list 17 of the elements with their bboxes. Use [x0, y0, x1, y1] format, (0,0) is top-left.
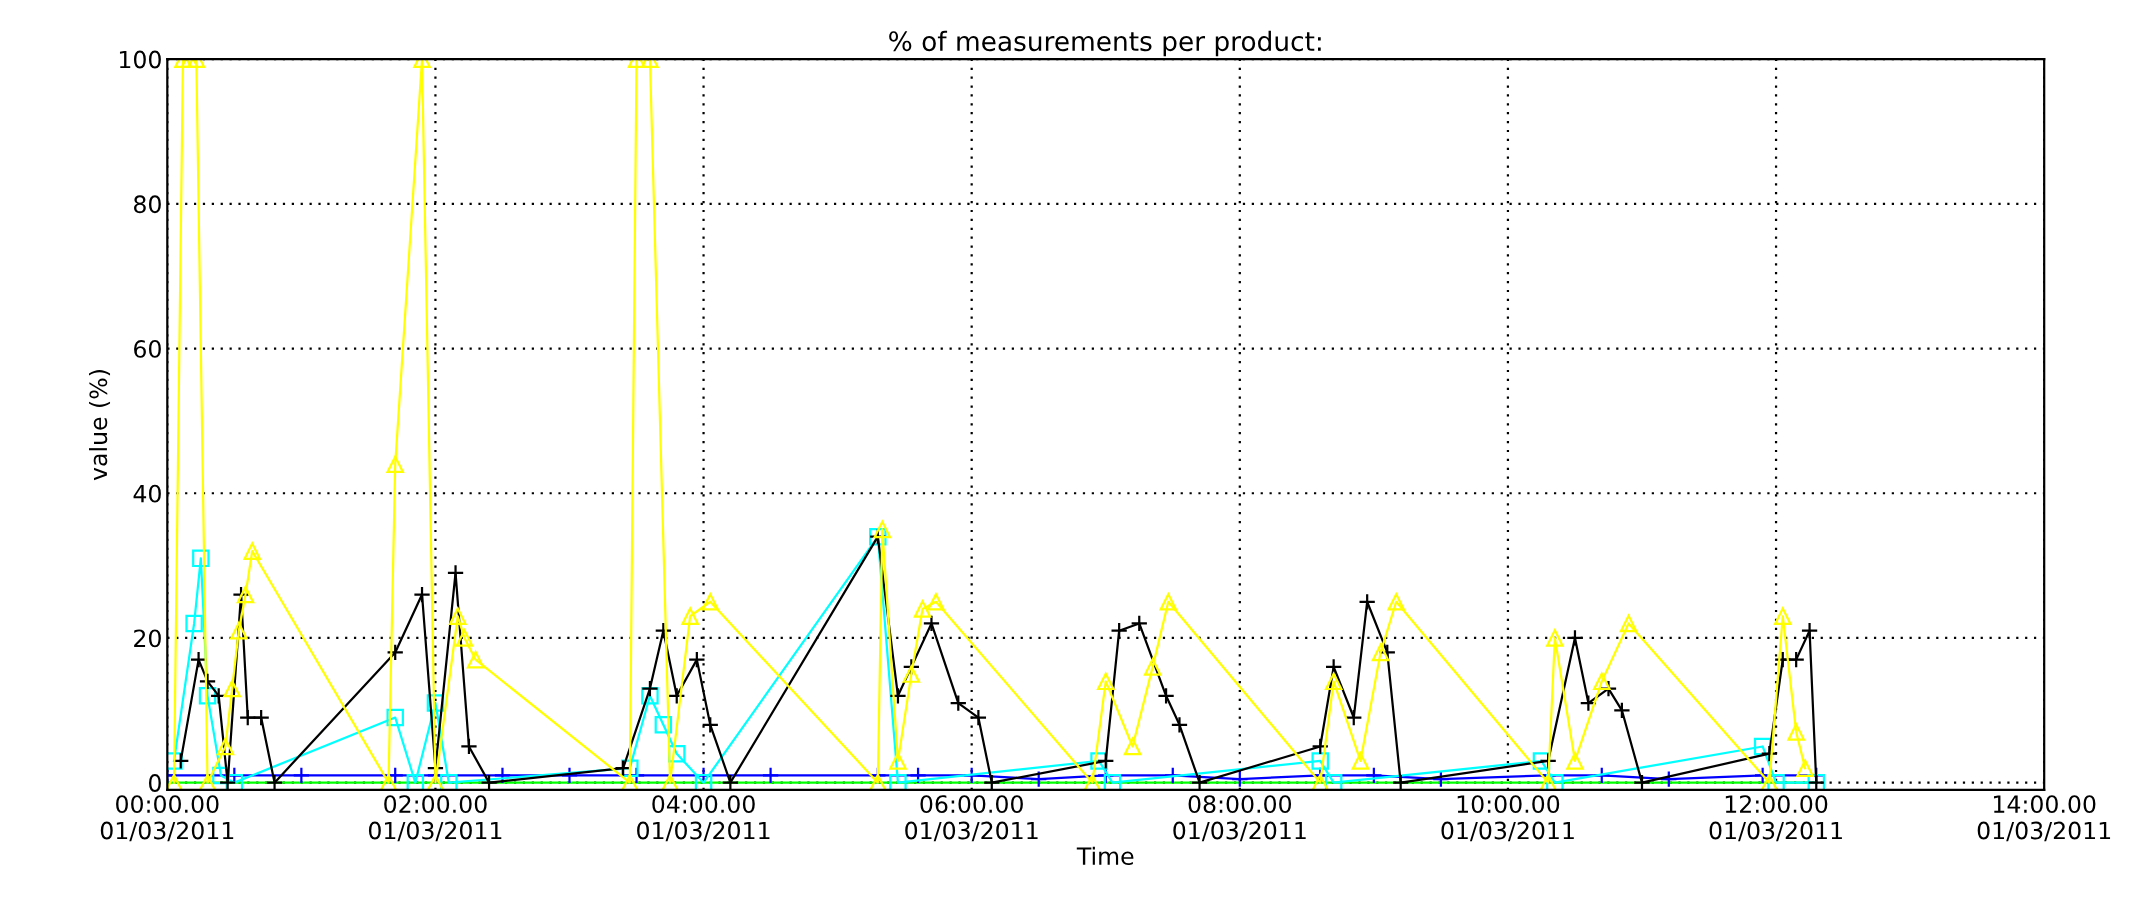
chart-title: % of measurements per product: [889, 30, 1321, 57]
x-tick-label: 00:00.00 01/03/2011 [100, 795, 234, 842]
x-tick-label: 14:00.00 01/03/2011 [1977, 795, 2111, 842]
x-tick-label: 10:00.00 01/03/2011 [1441, 795, 1574, 842]
x-tick-label: 02:00.00 01/03/2011 [368, 795, 502, 842]
x-tick-label: 12:00.00 01/03/2011 [1709, 795, 1842, 842]
y-tick-label: 100 [119, 50, 161, 69]
y-axis-title: value (%) [88, 370, 111, 481]
y-tick-label: 0 [148, 774, 161, 792]
y-tick-label: 40 [133, 484, 161, 503]
y-tick-label: 80 [134, 195, 161, 214]
y-tick-label: 20 [134, 629, 161, 648]
x-tick-label: 04:00.00 01/03/2011 [637, 795, 770, 842]
y-tick-label: 60 [134, 339, 161, 358]
x-axis-title: Time [1076, 846, 1134, 866]
x-tick-label: 06:00.00 01/03/2011 [905, 795, 1038, 842]
x-tick-label: 08:00.00 01/03/2011 [1173, 795, 1306, 842]
